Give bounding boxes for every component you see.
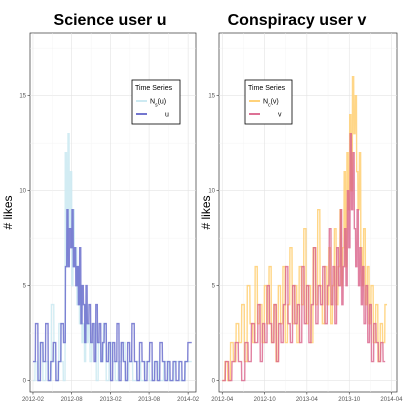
- x-tick-label-1: 2013-04: [296, 397, 319, 403]
- series-line-v-1: [222, 132, 386, 382]
- legend-label-0-0: Ns(u): [150, 99, 166, 109]
- y-axis-label-1: # likes: [199, 195, 213, 229]
- y-tick-label-0: 15: [19, 94, 26, 100]
- chart-title-conspiracy: Conspiracy user v: [228, 12, 367, 29]
- x-tick-label-0: 2013-02: [100, 397, 123, 403]
- x-tick-label-1: 2012-10: [254, 397, 277, 403]
- legend-label-1-1: v: [278, 112, 282, 119]
- y-tick-label-0: 5: [23, 284, 27, 290]
- legend-title-1: Time Series: [248, 85, 286, 92]
- x-tick-label-0: 2014-02: [177, 397, 200, 403]
- y-tick-label-1: 0: [212, 379, 216, 385]
- y-axis-label-0: # likes: [1, 195, 15, 229]
- legend-label-1-0: Nc(v): [263, 99, 279, 109]
- legend-title-0: Time Series: [135, 85, 173, 92]
- x-tick-label-1: 2012-04: [211, 397, 234, 403]
- chart-title-science: Science user u: [54, 12, 167, 29]
- x-tick-label-1: 2013-10: [338, 397, 361, 403]
- x-tick-label-0: 2013-08: [138, 397, 161, 403]
- x-tick-label-0: 2012-02: [22, 397, 45, 403]
- y-tick-label-1: 5: [212, 284, 216, 290]
- y-tick-label-1: 10: [208, 189, 215, 195]
- y-tick-label-1: 15: [208, 94, 215, 100]
- y-tick-label-0: 10: [19, 189, 26, 195]
- legend-label-0-1: u: [165, 112, 169, 119]
- y-tick-label-0: 0: [23, 379, 27, 385]
- x-tick-label-0: 2012-08: [61, 397, 84, 403]
- series-line-u-0: [32, 208, 192, 382]
- x-tick-label-1: 2014-04: [380, 397, 403, 403]
